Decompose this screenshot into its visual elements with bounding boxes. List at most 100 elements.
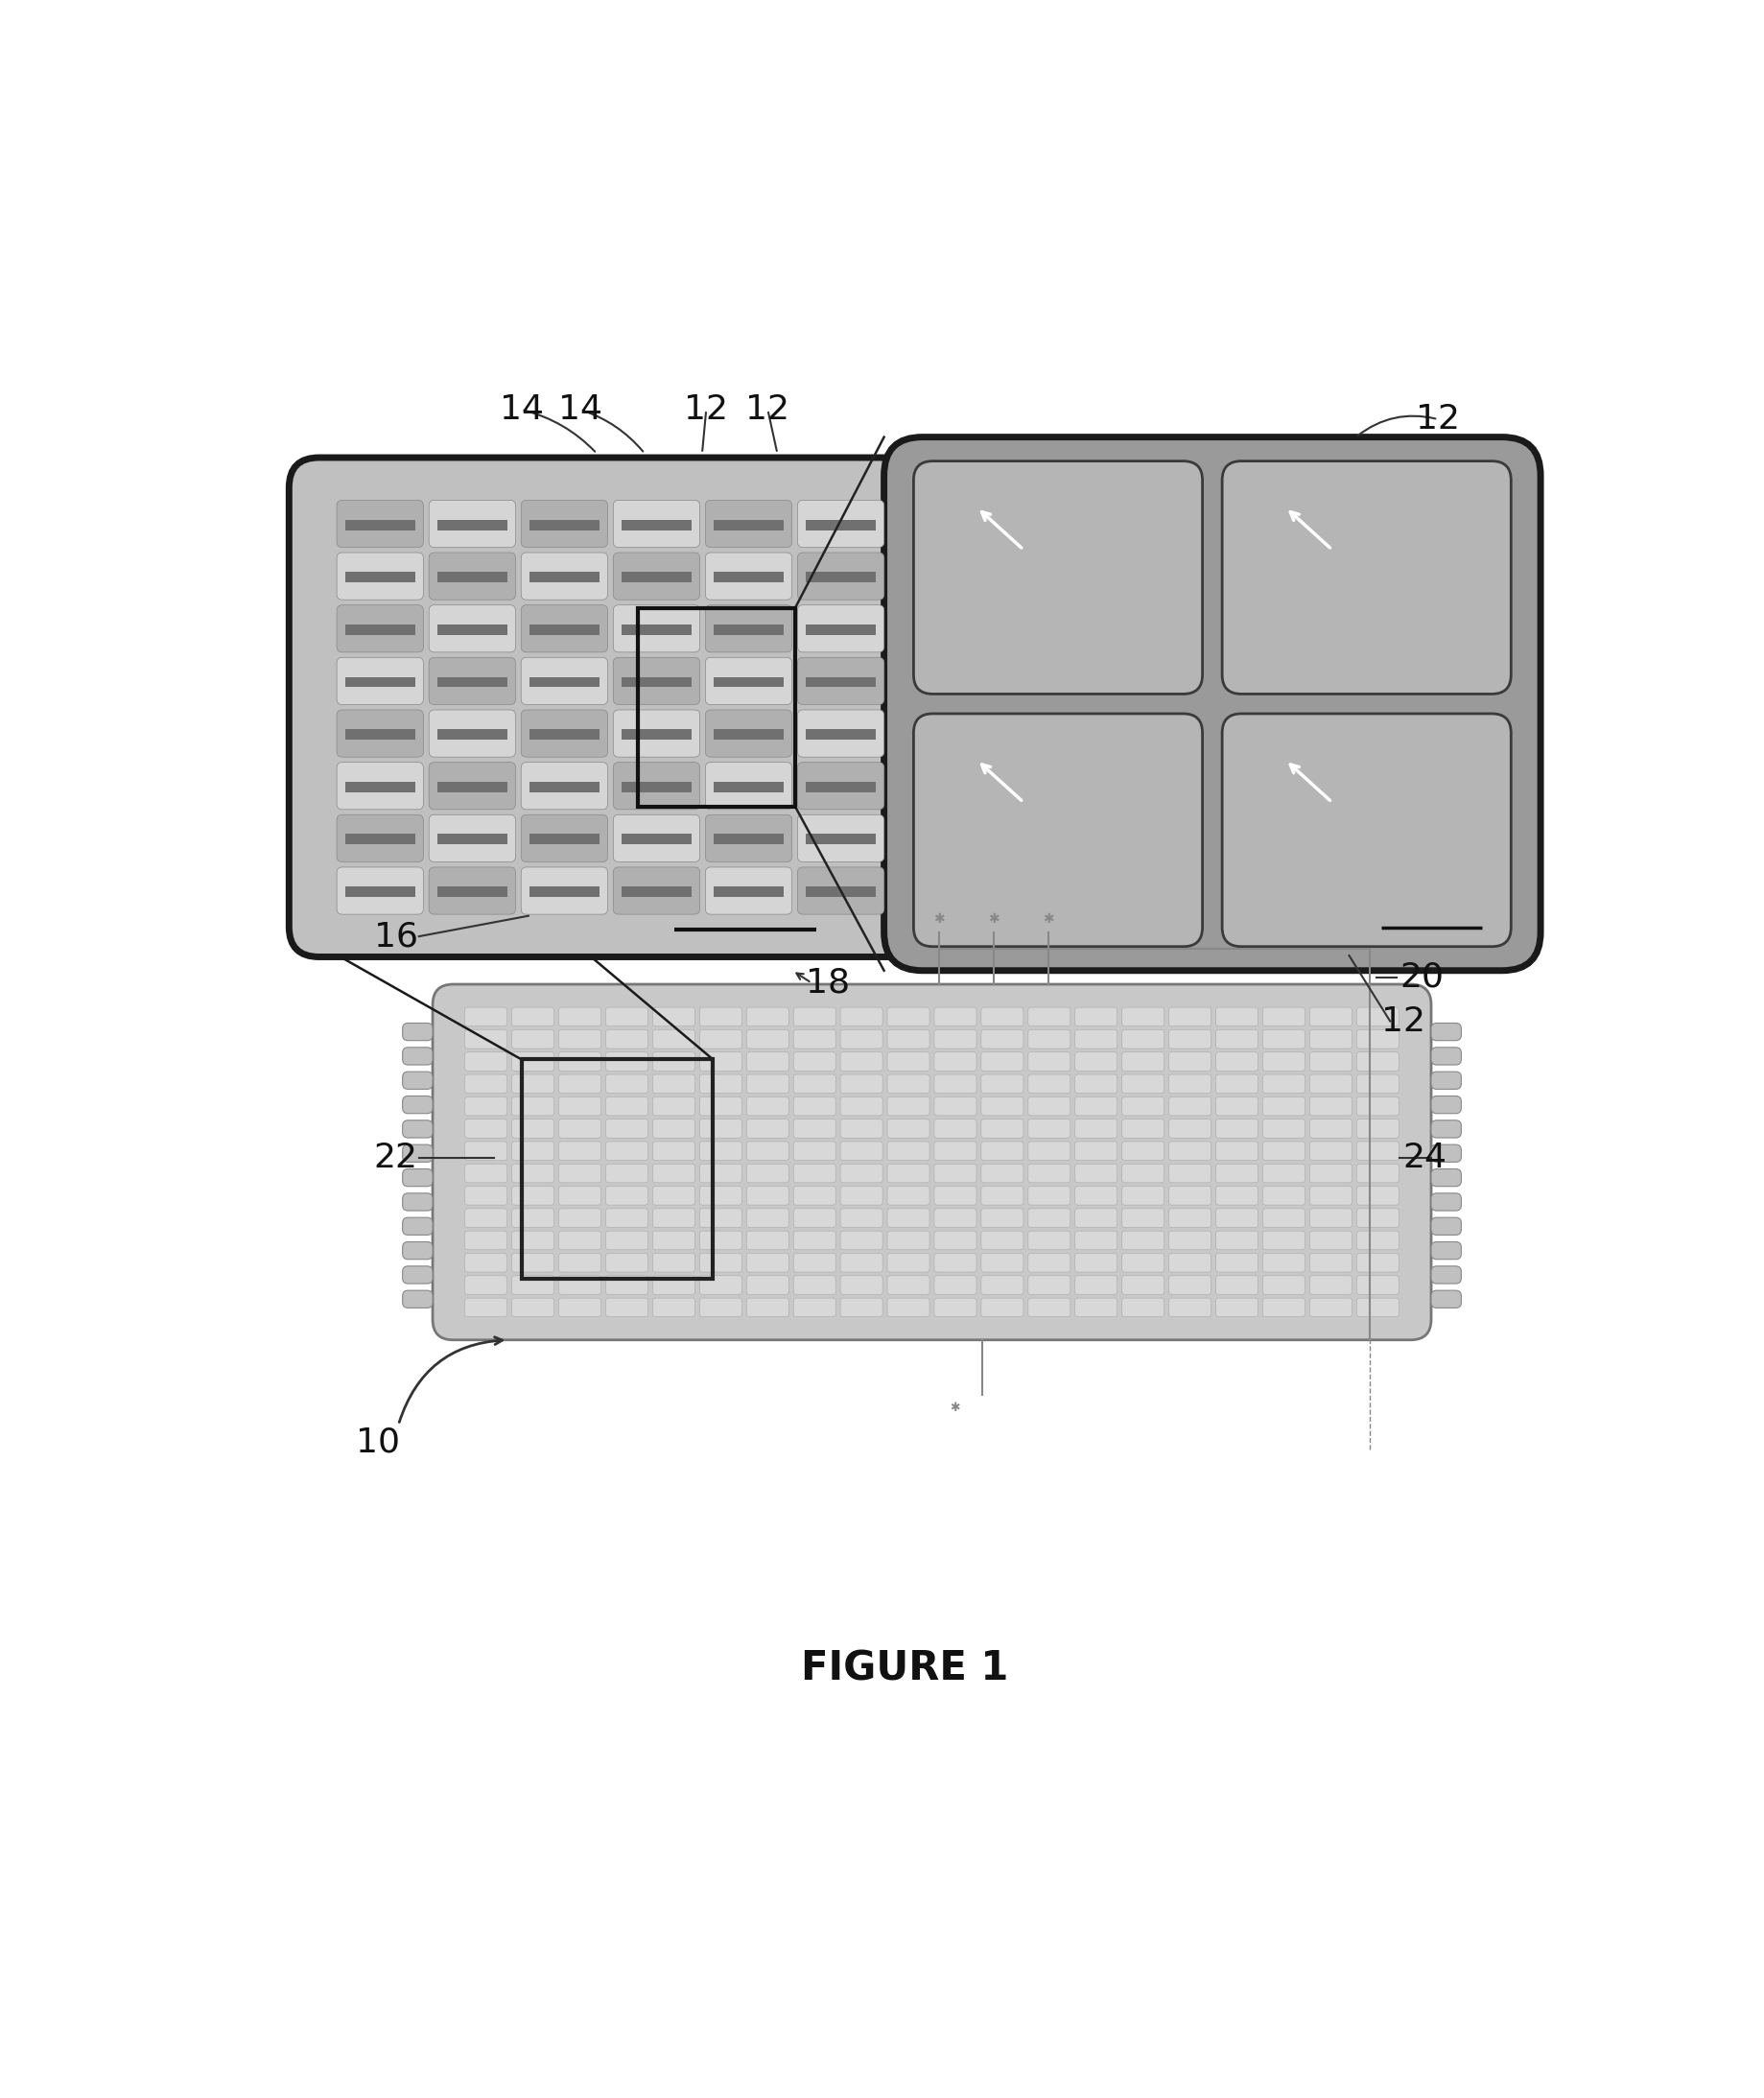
FancyBboxPatch shape	[512, 1299, 554, 1318]
FancyBboxPatch shape	[746, 1141, 789, 1160]
FancyBboxPatch shape	[1215, 1232, 1258, 1250]
FancyBboxPatch shape	[464, 1030, 506, 1049]
FancyBboxPatch shape	[464, 1051, 506, 1070]
FancyBboxPatch shape	[1074, 1074, 1117, 1093]
FancyBboxPatch shape	[1168, 1164, 1210, 1183]
FancyBboxPatch shape	[605, 1232, 647, 1250]
FancyBboxPatch shape	[746, 1164, 789, 1183]
FancyBboxPatch shape	[1309, 1030, 1351, 1049]
FancyBboxPatch shape	[794, 1141, 834, 1160]
FancyBboxPatch shape	[653, 1097, 695, 1116]
Text: ✱: ✱	[933, 913, 944, 925]
FancyBboxPatch shape	[699, 1030, 741, 1049]
FancyBboxPatch shape	[1215, 1208, 1258, 1227]
FancyBboxPatch shape	[797, 709, 884, 757]
FancyBboxPatch shape	[1028, 1141, 1069, 1160]
Bar	[713, 625, 783, 636]
Bar	[713, 835, 783, 845]
FancyBboxPatch shape	[612, 814, 700, 862]
FancyBboxPatch shape	[840, 1141, 882, 1160]
FancyBboxPatch shape	[1122, 1185, 1164, 1204]
Bar	[346, 678, 415, 688]
FancyBboxPatch shape	[699, 1164, 741, 1183]
FancyBboxPatch shape	[289, 457, 931, 957]
FancyBboxPatch shape	[402, 1120, 432, 1137]
FancyBboxPatch shape	[706, 709, 792, 757]
FancyBboxPatch shape	[1028, 1097, 1069, 1116]
FancyBboxPatch shape	[914, 713, 1201, 946]
FancyBboxPatch shape	[1215, 1141, 1258, 1160]
FancyBboxPatch shape	[512, 1118, 554, 1137]
FancyBboxPatch shape	[1431, 1242, 1461, 1259]
FancyBboxPatch shape	[512, 1097, 554, 1116]
FancyBboxPatch shape	[1028, 1118, 1069, 1137]
FancyBboxPatch shape	[1431, 1024, 1461, 1041]
Text: ✱: ✱	[1043, 913, 1053, 925]
Text: 12: 12	[1415, 403, 1459, 436]
FancyBboxPatch shape	[794, 1051, 834, 1070]
FancyBboxPatch shape	[1261, 1007, 1304, 1026]
FancyBboxPatch shape	[464, 1007, 506, 1026]
FancyBboxPatch shape	[794, 1007, 834, 1026]
FancyBboxPatch shape	[794, 1074, 834, 1093]
FancyBboxPatch shape	[840, 1007, 882, 1026]
Bar	[713, 678, 783, 688]
FancyBboxPatch shape	[887, 1051, 930, 1070]
FancyBboxPatch shape	[797, 552, 884, 600]
FancyBboxPatch shape	[706, 604, 792, 652]
Bar	[621, 573, 691, 583]
FancyBboxPatch shape	[559, 1232, 602, 1250]
FancyBboxPatch shape	[429, 762, 515, 810]
FancyBboxPatch shape	[1028, 1208, 1069, 1227]
Bar	[529, 887, 600, 898]
FancyBboxPatch shape	[402, 1217, 432, 1236]
Bar	[621, 730, 691, 741]
FancyBboxPatch shape	[981, 1074, 1023, 1093]
FancyBboxPatch shape	[559, 1185, 602, 1204]
Bar	[529, 573, 600, 583]
FancyBboxPatch shape	[1028, 1007, 1069, 1026]
Text: 22: 22	[374, 1141, 418, 1175]
FancyBboxPatch shape	[797, 499, 884, 548]
Bar	[637, 608, 794, 806]
Bar	[806, 678, 875, 688]
FancyBboxPatch shape	[746, 1030, 789, 1049]
FancyBboxPatch shape	[933, 1141, 975, 1160]
FancyBboxPatch shape	[605, 1185, 647, 1204]
FancyBboxPatch shape	[706, 814, 792, 862]
FancyBboxPatch shape	[1122, 1299, 1164, 1318]
Bar	[713, 730, 783, 741]
FancyBboxPatch shape	[464, 1185, 506, 1204]
FancyBboxPatch shape	[1074, 1118, 1117, 1137]
Text: ✱: ✱	[949, 1401, 960, 1414]
FancyBboxPatch shape	[797, 814, 884, 862]
FancyBboxPatch shape	[840, 1253, 882, 1271]
FancyBboxPatch shape	[1261, 1232, 1304, 1250]
FancyBboxPatch shape	[402, 1290, 432, 1307]
Bar	[806, 573, 875, 583]
FancyBboxPatch shape	[746, 1276, 789, 1294]
FancyBboxPatch shape	[512, 1185, 554, 1204]
FancyBboxPatch shape	[559, 1276, 602, 1294]
FancyBboxPatch shape	[653, 1074, 695, 1093]
FancyBboxPatch shape	[933, 1051, 975, 1070]
Bar	[346, 835, 415, 845]
FancyBboxPatch shape	[840, 1097, 882, 1116]
FancyBboxPatch shape	[605, 1030, 647, 1049]
FancyBboxPatch shape	[512, 1276, 554, 1294]
Text: 14: 14	[557, 394, 602, 426]
FancyBboxPatch shape	[429, 499, 515, 548]
FancyBboxPatch shape	[1028, 1276, 1069, 1294]
FancyBboxPatch shape	[512, 1164, 554, 1183]
FancyBboxPatch shape	[559, 1118, 602, 1137]
FancyBboxPatch shape	[429, 866, 515, 915]
FancyBboxPatch shape	[464, 1097, 506, 1116]
FancyBboxPatch shape	[1309, 1276, 1351, 1294]
FancyBboxPatch shape	[933, 1164, 975, 1183]
Bar	[522, 1059, 713, 1278]
FancyBboxPatch shape	[512, 1232, 554, 1250]
FancyBboxPatch shape	[464, 1141, 506, 1160]
FancyBboxPatch shape	[1122, 1232, 1164, 1250]
FancyBboxPatch shape	[794, 1299, 834, 1318]
FancyBboxPatch shape	[981, 1097, 1023, 1116]
